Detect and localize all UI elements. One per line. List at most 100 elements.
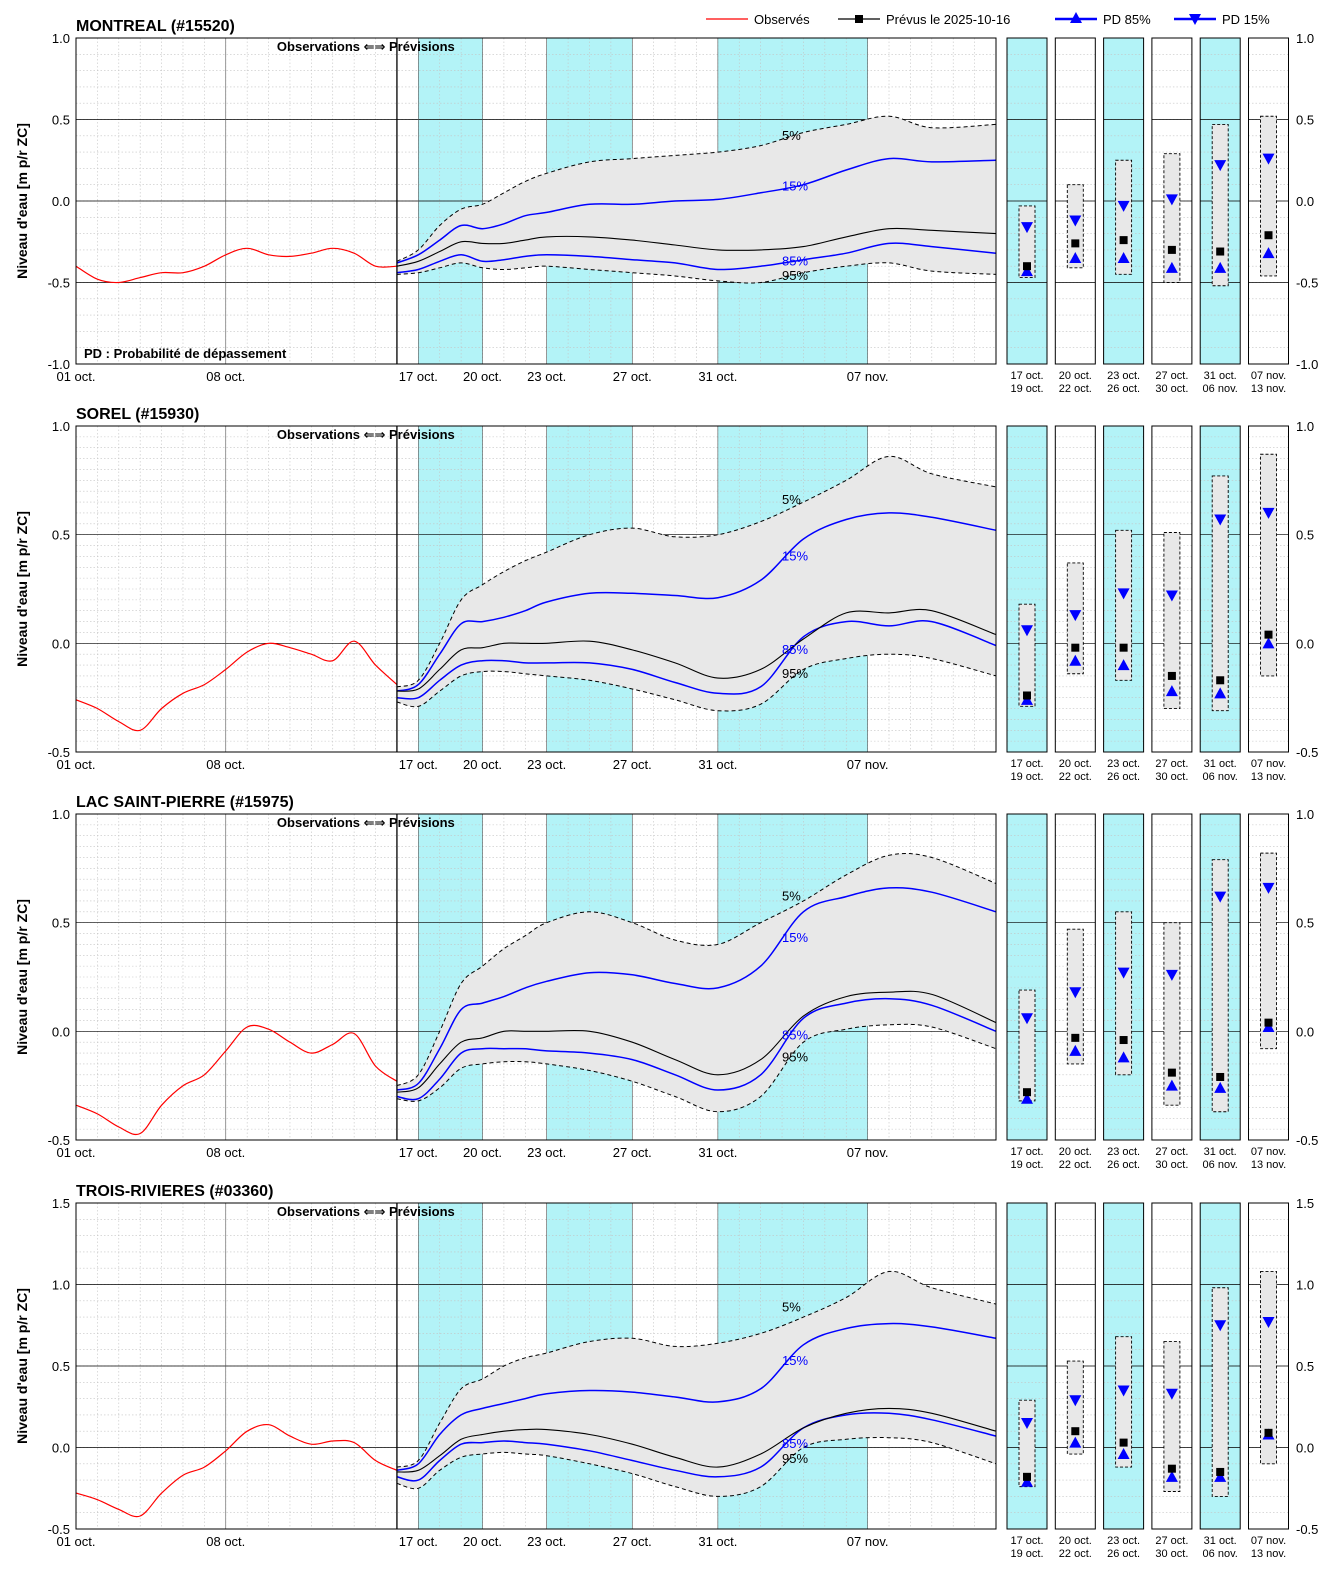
- pd85-marker: [1117, 1051, 1130, 1063]
- pd15-series-line: [396, 512, 997, 692]
- period-start-label: 07 nov.: [1251, 1146, 1286, 1158]
- y-tick-label: 0.5: [52, 1359, 70, 1374]
- y-axis-label: Niveau d'eau [m p/r ZC]: [14, 123, 30, 279]
- observed-series-line: [75, 1423, 398, 1518]
- y-tick-label: 0.0: [1296, 1441, 1314, 1456]
- y-tick-label: -0.5: [1296, 745, 1318, 760]
- x-tick-label: 01 oct.: [56, 1534, 95, 1549]
- period-frame: [1151, 813, 1193, 1141]
- period-range-box: [1163, 532, 1181, 709]
- period-start-label: 23 oct.: [1107, 1535, 1140, 1547]
- y-tick-label: 0.5: [1296, 1359, 1314, 1374]
- pd85-marker: [1021, 1092, 1033, 1104]
- period-start-label: 23 oct.: [1107, 758, 1140, 770]
- period-frame: [1103, 813, 1145, 1141]
- median-marker: [1216, 676, 1225, 685]
- y-tick-label: 0.5: [1296, 916, 1314, 931]
- period-range-box: [1115, 529, 1133, 681]
- y-tick-label: 1.0: [52, 419, 70, 434]
- y-tick-label: 0.5: [52, 528, 70, 543]
- station-title: LAC SAINT-PIERRE (#15975): [76, 794, 294, 811]
- x-tick-label: 17 oct.: [399, 1145, 438, 1160]
- percentile-label: 95%: [782, 268, 808, 283]
- pd15-marker: [1021, 625, 1033, 637]
- period-range-box: [1211, 475, 1229, 712]
- period-panel: 07 nov.13 nov.: [1248, 425, 1289, 783]
- period-panel: 27 oct.30 oct.: [1151, 425, 1193, 783]
- period-panel: 20 oct.22 oct.: [1054, 1202, 1096, 1560]
- legend-forecast-marker: [855, 15, 863, 23]
- pd15-marker: [1021, 222, 1033, 234]
- period-frame: [1199, 1202, 1241, 1530]
- pd85-marker: [1262, 247, 1275, 259]
- y-tick-label: -0.5: [48, 745, 70, 760]
- period-end-label: 26 oct.: [1107, 1548, 1140, 1560]
- p95-series-line: [396, 1023, 997, 1113]
- pd85-marker: [1069, 654, 1082, 666]
- percentile-label: 15%: [782, 178, 808, 193]
- period-frame: [1103, 425, 1145, 753]
- period-end-label: 22 oct.: [1059, 771, 1092, 783]
- observed-series-line: [75, 640, 398, 732]
- x-tick-label: 23 oct.: [527, 757, 566, 772]
- period-start-label: 27 oct.: [1155, 370, 1188, 382]
- chart-legend: Observés Prévus le 2025-10-16 PD 85% PD …: [706, 12, 1270, 27]
- x-tick-label: 07 nov.: [847, 1534, 889, 1549]
- forecast-series-line: [396, 990, 997, 1093]
- period-start-label: 23 oct.: [1107, 370, 1140, 382]
- period-end-label: 06 nov.: [1203, 383, 1238, 395]
- station-title: TROIS-RIVIERES (#03360): [76, 1183, 273, 1200]
- y-tick-label: 0.0: [1296, 636, 1314, 651]
- percentile-label: 85%: [782, 1028, 808, 1043]
- x-tick-label: 08 oct.: [206, 1534, 245, 1549]
- pd15-series-line: [396, 157, 997, 264]
- period-panel: 20 oct.22 oct.: [1054, 425, 1096, 783]
- period-start-label: 31 oct.: [1204, 758, 1237, 770]
- period-panel: 31 oct.06 nov.: [1199, 37, 1241, 395]
- y-tick-label: 1.0: [1296, 31, 1314, 46]
- period-panel: 23 oct.26 oct.: [1103, 813, 1145, 1171]
- y-tick-label: 0.0: [52, 1024, 70, 1039]
- x-tick-label: 23 oct.: [527, 1145, 566, 1160]
- period-frame: [1054, 1202, 1096, 1530]
- p5-series-line: [396, 1270, 997, 1468]
- x-tick-label: 27 oct.: [613, 757, 652, 772]
- period-frame: [1054, 425, 1096, 753]
- x-tick-label: 17 oct.: [399, 757, 438, 772]
- y-tick-label: 0.5: [1296, 528, 1314, 543]
- pd85-marker: [1021, 265, 1033, 277]
- pd85-marker: [1117, 659, 1130, 671]
- period-panel: 17 oct.19 oct.: [1006, 813, 1048, 1171]
- period-start-label: 17 oct.: [1010, 758, 1043, 770]
- pd15-marker: [1117, 967, 1130, 979]
- period-start-label: 23 oct.: [1107, 1146, 1140, 1158]
- y-tick-label: -0.5: [1296, 276, 1318, 291]
- period-frame: [1006, 37, 1048, 365]
- period-frame: [1199, 813, 1241, 1141]
- p5-series-line: [396, 455, 997, 688]
- percentile-label: 5%: [782, 128, 801, 143]
- y-tick-label: 1.0: [1296, 1278, 1314, 1293]
- period-end-label: 19 oct.: [1010, 383, 1043, 395]
- forecast-band: [396, 116, 996, 283]
- period-end-label: 26 oct.: [1107, 383, 1140, 395]
- period-start-label: 20 oct.: [1059, 370, 1092, 382]
- pd85-marker: [1214, 1470, 1227, 1482]
- pd15-marker: [1165, 969, 1178, 981]
- x-tick-label: 20 oct.: [463, 369, 502, 384]
- pd15-marker: [1069, 987, 1082, 999]
- pd85-marker: [1165, 1079, 1178, 1091]
- p5-series-line: [396, 115, 997, 262]
- period-panel: 17 oct.19 oct.: [1006, 1202, 1048, 1560]
- median-marker: [1167, 1068, 1176, 1077]
- pd85-marker: [1069, 1436, 1082, 1448]
- pd85-marker: [1214, 1081, 1227, 1093]
- station-panel: LAC SAINT-PIERRE (#15975) Niveau d'eau [m…: [14, 794, 1318, 1171]
- y-tick-label: -0.5: [1296, 1133, 1318, 1148]
- forecast-series-line: [396, 608, 997, 692]
- y-tick-label: 0.5: [1296, 113, 1314, 128]
- period-panel: 23 oct.26 oct.: [1103, 1202, 1145, 1560]
- period-panel: 23 oct.26 oct.: [1103, 37, 1145, 395]
- pd15-marker: [1214, 891, 1227, 903]
- y-axis-label: Niveau d'eau [m p/r ZC]: [14, 899, 30, 1055]
